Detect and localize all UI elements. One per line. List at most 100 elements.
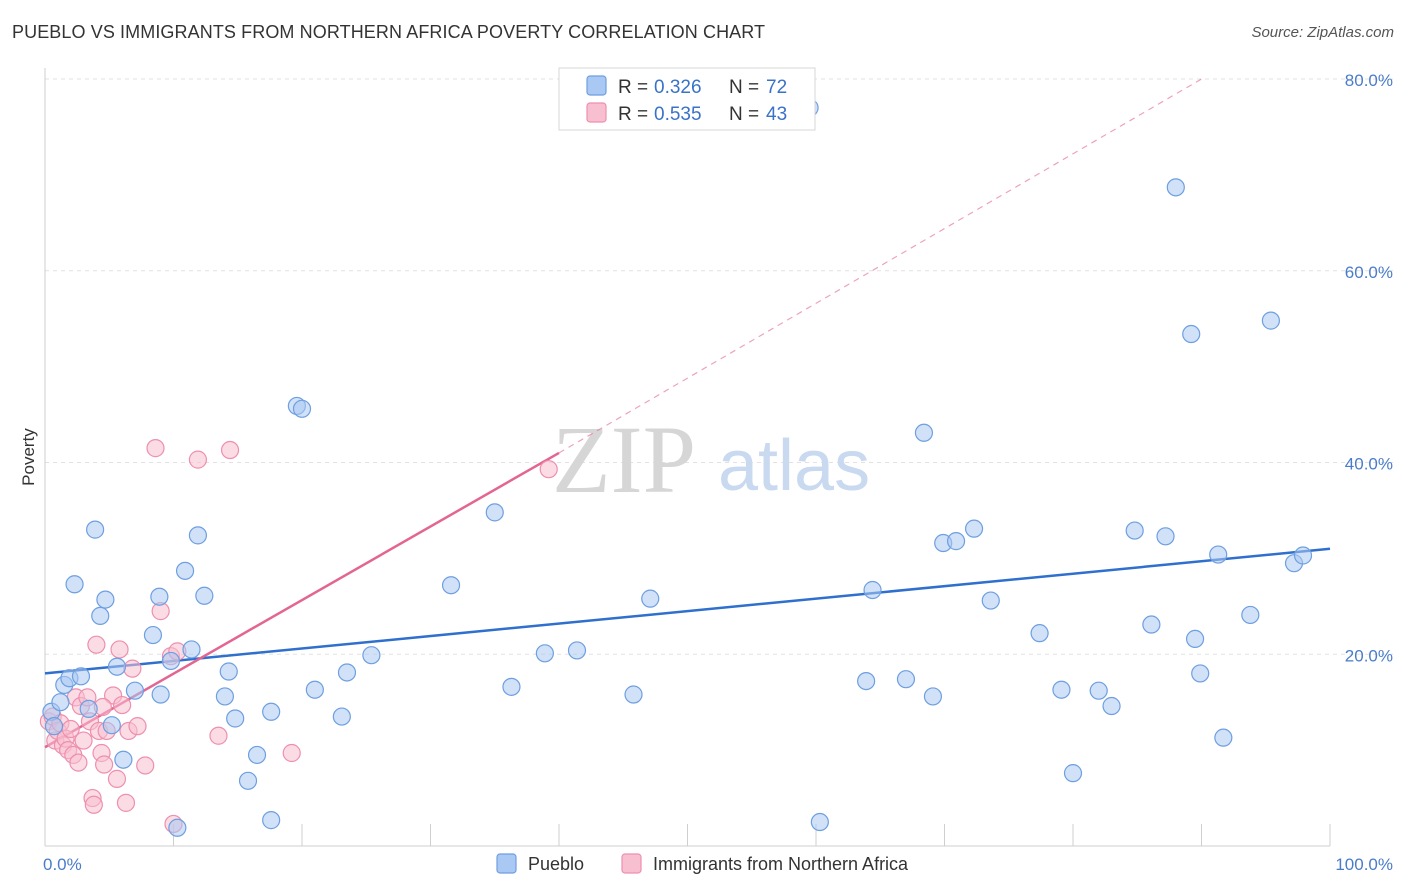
point-pueblo-63 — [1182, 324, 1201, 344]
y-axis-label: Poverty — [19, 428, 38, 486]
point-pueblo-9 — [91, 606, 110, 626]
legend-n-value-pueblo: 72 — [766, 77, 787, 98]
y-tick-label-3: 80.0% — [1345, 71, 1393, 90]
point-pueblo-60 — [1142, 615, 1161, 634]
point-immigrants-21 — [95, 755, 114, 774]
point-immigrants-31 — [136, 756, 155, 775]
point-pueblo-72 — [168, 818, 187, 837]
point-pueblo-31 — [292, 399, 312, 418]
legend-r-value-pueblo: 0.326 — [654, 77, 702, 98]
point-immigrants-37 — [188, 450, 208, 469]
point-pueblo-27 — [247, 745, 267, 765]
legend-swatch-immigrants — [586, 102, 607, 123]
bottom-legend-swatch-pueblo — [496, 853, 517, 874]
point-pueblo-7 — [79, 699, 98, 718]
trendline-pueblo — [44, 547, 1331, 675]
point-pueblo-2 — [51, 693, 70, 712]
point-pueblo-66 — [1209, 545, 1228, 564]
point-pueblo-68 — [1241, 605, 1260, 625]
point-immigrants-26 — [112, 695, 132, 715]
bottom-legend-immigrants: Immigrants from Northern Africa — [653, 854, 909, 874]
point-pueblo-37 — [485, 503, 504, 522]
x-tick-label-min: 0.0% — [43, 855, 82, 874]
point-pueblo-65 — [1191, 664, 1210, 683]
point-pueblo-39 — [535, 644, 554, 663]
legend-r-value-immigrants: 0.535 — [654, 104, 702, 125]
series-legend: Pueblo Immigrants from Northern Africa — [496, 853, 909, 874]
point-pueblo-49 — [923, 687, 943, 706]
point-pueblo-71 — [1293, 546, 1313, 565]
axes — [44, 68, 1331, 847]
point-pueblo-26 — [238, 771, 258, 790]
point-pueblo-12 — [107, 657, 127, 676]
legend-r-label-pueblo: R = — [618, 77, 648, 98]
point-pueblo-5 — [65, 575, 84, 594]
y-tick-label-0: 20.0% — [1345, 646, 1393, 665]
point-pueblo-61 — [1156, 527, 1175, 546]
trendline-immigrants-extension — [558, 78, 1202, 454]
point-pueblo-16 — [150, 587, 169, 606]
point-pueblo-44 — [810, 812, 829, 832]
point-pueblo-64 — [1185, 629, 1205, 649]
watermark-zip: ZIP — [552, 406, 696, 513]
point-pueblo-48 — [914, 423, 934, 442]
point-pueblo-11 — [102, 716, 121, 735]
point-immigrants-32 — [146, 439, 165, 458]
point-pueblo-40 — [567, 641, 587, 660]
point-pueblo-56 — [1063, 764, 1083, 783]
legend-swatch-pueblo — [586, 75, 607, 96]
point-pueblo-59 — [1125, 521, 1144, 540]
point-immigrants-24 — [107, 769, 127, 788]
point-pueblo-8 — [86, 520, 105, 539]
legend-r-label-immigrants: R = — [618, 104, 648, 125]
point-immigrants-27 — [116, 793, 136, 812]
point-pueblo-22 — [195, 586, 214, 605]
point-pueblo-55 — [1052, 680, 1071, 699]
watermark-atlas: atlas — [718, 426, 870, 506]
point-pueblo-25 — [226, 709, 245, 728]
point-immigrants-30 — [128, 717, 147, 736]
point-pueblo-38 — [502, 677, 521, 696]
point-pueblo-67 — [1214, 728, 1233, 747]
x-tick-labels: 0.0% 100.0% — [43, 855, 1393, 874]
point-immigrants-25 — [110, 640, 129, 659]
point-immigrants-13 — [74, 731, 93, 750]
data-points — [39, 98, 1313, 837]
point-immigrants-17 — [84, 795, 103, 814]
point-pueblo-35 — [362, 646, 381, 665]
point-pueblo-54 — [1030, 624, 1049, 643]
point-pueblo-23 — [215, 687, 234, 706]
point-pueblo-20 — [182, 640, 201, 659]
gridlines — [45, 78, 1395, 655]
point-immigrants-38 — [209, 726, 228, 745]
bottom-legend-swatch-immigrants — [621, 853, 642, 874]
point-pueblo-6 — [71, 667, 91, 686]
point-pueblo-19 — [175, 561, 195, 580]
point-pueblo-10 — [96, 590, 115, 609]
point-pueblo-18 — [161, 651, 181, 671]
legend-n-label-pueblo: N = — [729, 77, 759, 98]
point-pueblo-34 — [337, 663, 357, 682]
point-pueblo-28 — [262, 811, 281, 830]
point-pueblo-47 — [896, 670, 916, 689]
point-immigrants-18 — [87, 635, 106, 654]
watermark: ZIP atlas — [552, 406, 870, 513]
point-pueblo-41 — [624, 685, 643, 704]
point-pueblo-21 — [188, 526, 208, 545]
point-pueblo-42 — [641, 589, 660, 608]
bottom-legend-pueblo: Pueblo — [528, 854, 584, 874]
y-tick-label-2: 60.0% — [1345, 263, 1393, 282]
point-pueblo-36 — [441, 576, 461, 595]
point-pueblo-33 — [332, 707, 351, 726]
chart-source: Source: ZipAtlas.com — [1251, 24, 1394, 41]
point-pueblo-14 — [125, 681, 145, 700]
point-pueblo-17 — [151, 685, 170, 704]
point-pueblo-29 — [262, 702, 281, 721]
point-pueblo-13 — [114, 750, 133, 769]
point-pueblo-58 — [1102, 696, 1121, 716]
y-tick-label-1: 40.0% — [1345, 455, 1393, 474]
legend-n-label-immigrants: N = — [729, 104, 759, 125]
point-pueblo-53 — [981, 591, 1000, 610]
point-pueblo-62 — [1166, 178, 1185, 197]
